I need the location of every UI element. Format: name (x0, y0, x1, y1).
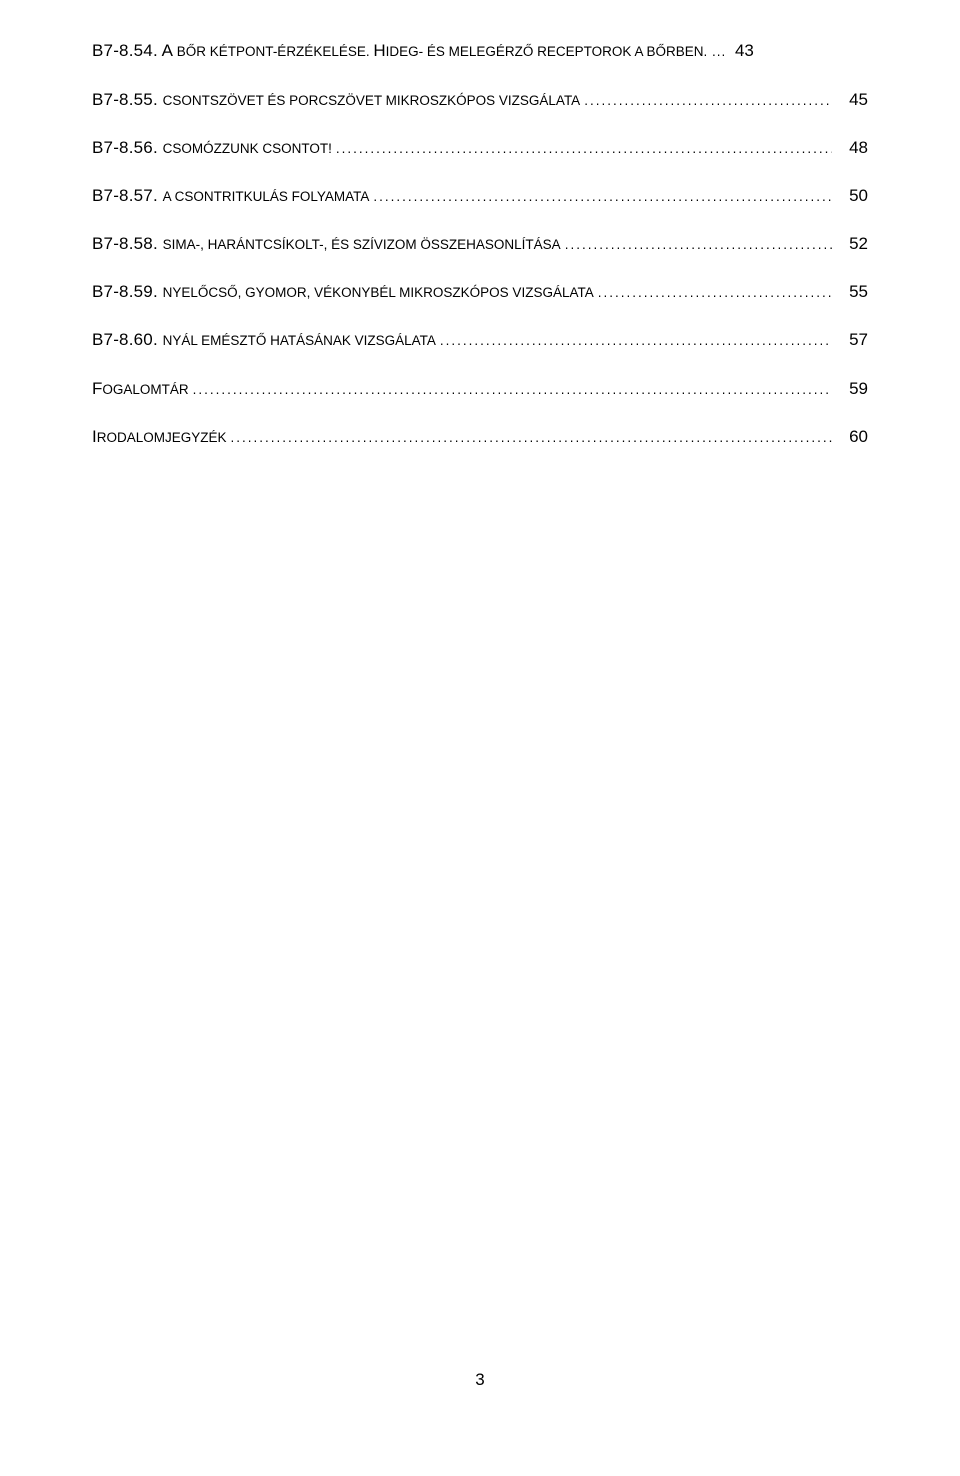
toc-entry: B7-8.55. CSONTSZÖVET ÉS PORCSZÖVET MIKRO… (92, 89, 868, 111)
toc-leader-dots (336, 140, 832, 158)
toc-entry: B7-8.54. A BŐR KÉTPONT-ÉRZÉKELÉSE. HIDEG… (92, 40, 868, 63)
toc-entry-text: B7-8.57. A CSONTRITKULÁS FOLYAMATA (92, 185, 369, 207)
toc-entry-text: FOGALOMTÁR (92, 378, 189, 400)
page: B7-8.54. A BŐR KÉTPONT-ÉRZÉKELÉSE. HIDEG… (0, 0, 960, 1476)
toc-entry-title: IRODALOMJEGYZÉK (92, 427, 227, 446)
toc-entry-text: IRODALOMJEGYZÉK (92, 426, 227, 448)
toc-leader-dots (373, 188, 832, 206)
toc-entry-page: 48 (836, 137, 868, 159)
toc-leader-dots (440, 332, 832, 350)
toc-leader-dots: ... (712, 44, 726, 59)
page-number: 3 (0, 1370, 960, 1390)
table-of-contents: B7-8.54. A BŐR KÉTPONT-ÉRZÉKELÉSE. HIDEG… (92, 40, 868, 448)
toc-leader-dots (584, 92, 832, 110)
toc-entry: B7-8.58. SIMA-, HARÁNTCSÍKOLT-, ÉS SZÍVI… (92, 233, 868, 255)
toc-entry-title: NYÁL EMÉSZTŐ HATÁSÁNAK VIZSGÁLATA (163, 330, 436, 349)
toc-entry: B7-8.56. CSOMÓZZUNK CSONTOT! 48 (92, 137, 868, 159)
toc-leader-dots (231, 429, 832, 447)
toc-entry-code: B7-8.60. (92, 330, 158, 349)
toc-entry-title: A CSONTRITKULÁS FOLYAMATA (163, 186, 370, 205)
toc-section: FOGALOMTÁR 59 (92, 378, 868, 400)
toc-entry-text: B7-8.56. CSOMÓZZUNK CSONTOT! (92, 137, 332, 159)
toc-entry-page: 59 (836, 378, 868, 400)
toc-entry-page: 57 (836, 329, 868, 351)
toc-entry-title: FOGALOMTÁR (92, 379, 189, 398)
toc-entry-text: B7-8.60. NYÁL EMÉSZTŐ HATÁSÁNAK VIZSGÁLA… (92, 329, 436, 351)
toc-leader-dots (565, 236, 832, 254)
toc-entry-page: 43 (730, 41, 754, 60)
toc-entry: B7-8.57. A CSONTRITKULÁS FOLYAMATA 50 (92, 185, 868, 207)
toc-leader-dots (193, 381, 832, 399)
toc-entry: B7-8.59. NYELŐCSŐ, GYOMOR, VÉKONYBÉL MIK… (92, 281, 868, 303)
toc-entry-text: B7-8.55. CSONTSZÖVET ÉS PORCSZÖVET MIKRO… (92, 89, 580, 111)
toc-entry-title: A BŐR KÉTPONT-ÉRZÉKELÉSE. HIDEG- ÉS MELE… (162, 41, 708, 60)
toc-leader-dots (598, 284, 832, 302)
toc-entry-title: CSOMÓZZUNK CSONTOT! (163, 138, 332, 157)
toc-entry-page: 52 (836, 233, 868, 255)
toc-entry-code: B7-8.59. (92, 282, 158, 301)
toc-entry-title: SIMA-, HARÁNTCSÍKOLT-, ÉS SZÍVIZOM ÖSSZE… (163, 234, 561, 253)
toc-entry-code: B7-8.57. (92, 186, 158, 205)
toc-entry: B7-8.60. NYÁL EMÉSZTŐ HATÁSÁNAK VIZSGÁLA… (92, 329, 868, 351)
toc-entry-code: B7-8.58. (92, 234, 158, 253)
toc-section: IRODALOMJEGYZÉK 60 (92, 426, 868, 448)
toc-entry-text: B7-8.58. SIMA-, HARÁNTCSÍKOLT-, ÉS SZÍVI… (92, 233, 561, 255)
toc-entry-title: NYELŐCSŐ, GYOMOR, VÉKONYBÉL MIKROSZKÓPOS… (163, 282, 594, 301)
toc-entry-text: B7-8.59. NYELŐCSŐ, GYOMOR, VÉKONYBÉL MIK… (92, 281, 594, 303)
toc-entry-page: 60 (836, 426, 868, 448)
toc-entry-page: 50 (836, 185, 868, 207)
toc-entry-page: 55 (836, 281, 868, 303)
toc-entry-code: B7-8.55. (92, 90, 158, 109)
toc-entry-code: B7-8.54. (92, 41, 158, 60)
toc-entry-page: 45 (836, 89, 868, 111)
toc-entry-code: B7-8.56. (92, 138, 158, 157)
toc-entry-title: CSONTSZÖVET ÉS PORCSZÖVET MIKROSZKÓPOS V… (163, 90, 581, 109)
